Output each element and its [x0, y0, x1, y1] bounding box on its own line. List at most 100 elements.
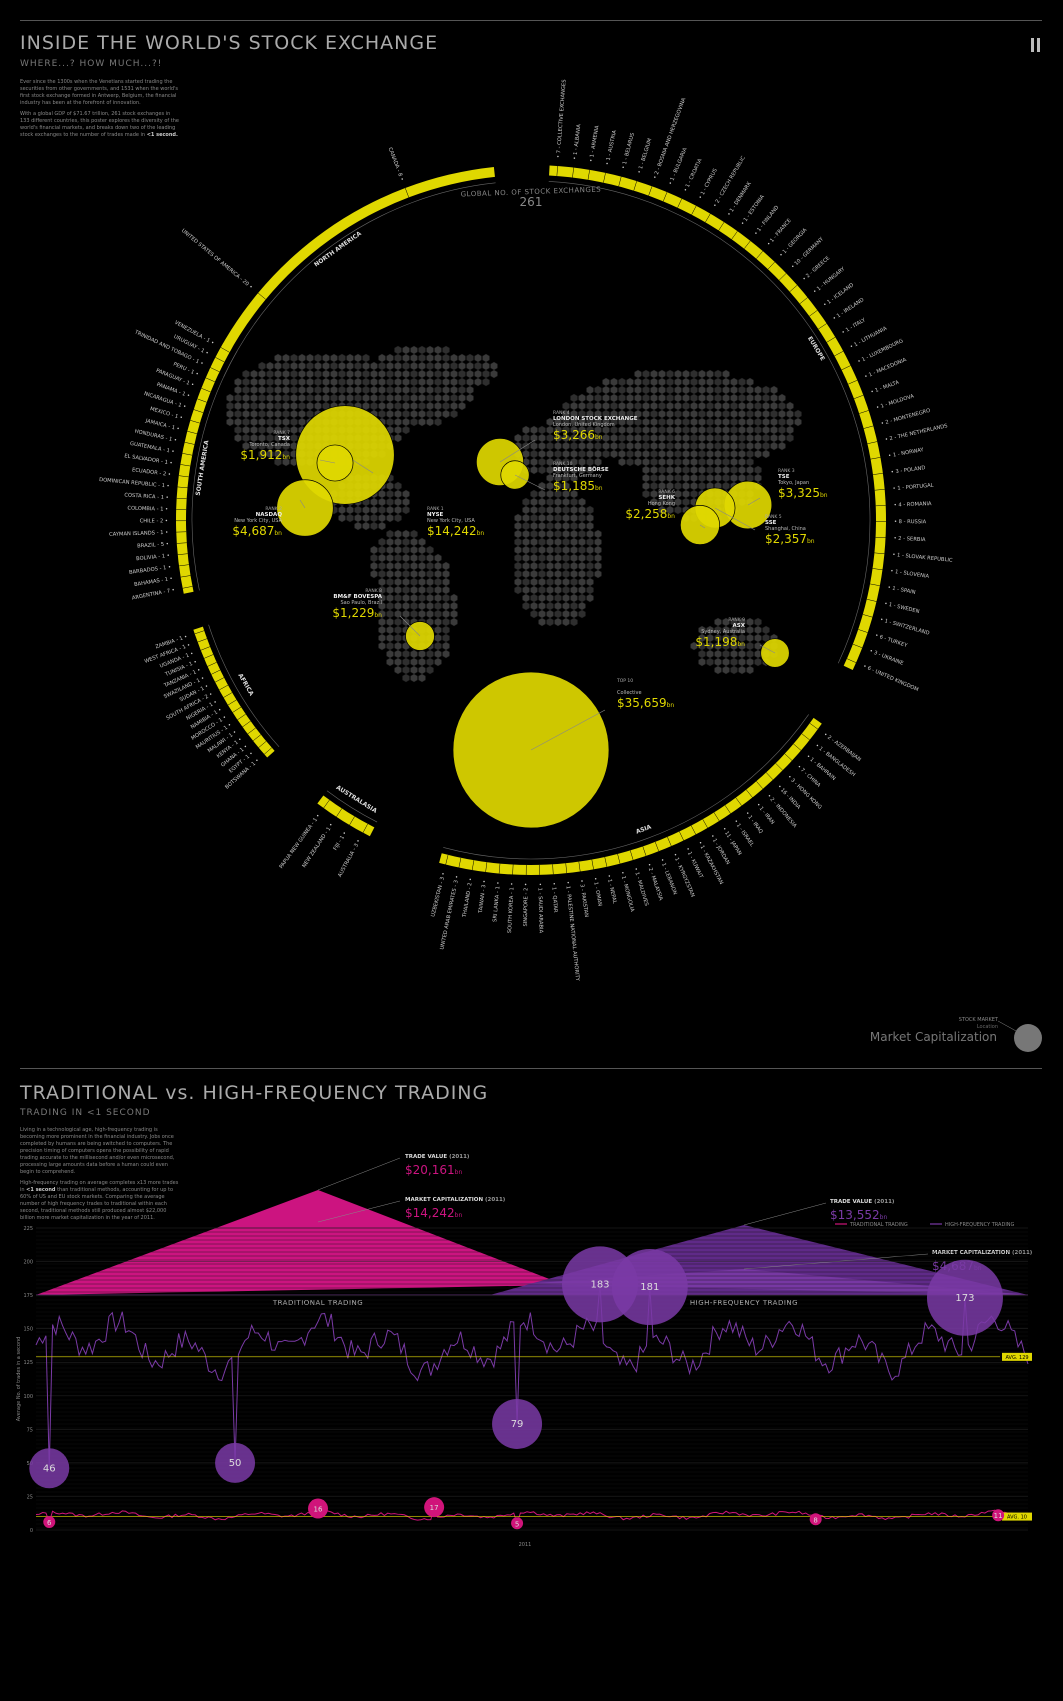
- map-hex: [674, 457, 682, 467]
- map-hex: [546, 593, 554, 603]
- map-hex: [682, 369, 690, 379]
- country-label: CAYMAN ISLANDS - 1 •: [109, 530, 168, 538]
- map-hex: [578, 553, 586, 563]
- map-hex: [434, 377, 442, 387]
- map-hex: [554, 585, 562, 595]
- map-hex: [418, 665, 426, 675]
- map-hex: [386, 489, 394, 499]
- map-hex: [586, 561, 594, 571]
- map-hex: [410, 529, 418, 539]
- map-hex: [554, 601, 562, 611]
- map-hex: [434, 617, 442, 627]
- map-hex: [394, 481, 402, 491]
- map-hex: [394, 617, 402, 627]
- map-hex: [746, 401, 754, 411]
- exchange-code: LONDON STOCK EXCHANGE: [553, 416, 638, 422]
- map-hex: [530, 457, 538, 467]
- map-hex: [234, 433, 242, 443]
- country-label: • 1 - BULGARIA: [668, 147, 689, 186]
- map-hex: [466, 377, 474, 387]
- annotation-bubble[interactable]: [308, 1498, 329, 1519]
- exchange-rank: RANK 2: [265, 506, 282, 512]
- country-label: SRI LANKA - 1 •: [492, 881, 502, 922]
- map-hex: [714, 385, 722, 395]
- annotation-bubble[interactable]: [809, 1513, 822, 1526]
- map-hex: [450, 401, 458, 411]
- map-hex: [698, 417, 706, 427]
- map-hex: [722, 433, 730, 443]
- annotation-bubble[interactable]: [992, 1509, 1005, 1522]
- map-hex: [746, 665, 754, 675]
- annotation-bubble[interactable]: [43, 1515, 56, 1528]
- map-hex: [386, 417, 394, 427]
- map-hex: [274, 401, 282, 411]
- annotation-bubble[interactable]: [424, 1497, 445, 1518]
- map-hex: [730, 665, 738, 675]
- annotation-bubble[interactable]: [492, 1398, 543, 1449]
- map-hex: [418, 537, 426, 547]
- map-hex: [722, 481, 730, 491]
- map-hex: [378, 409, 386, 419]
- map-hex: [434, 569, 442, 579]
- map-hex: [514, 569, 522, 579]
- map-hex: [378, 361, 386, 371]
- map-hex: [370, 545, 378, 555]
- map-hex: [418, 545, 426, 555]
- annotation-bubble[interactable]: [29, 1448, 70, 1489]
- annotation-bubble[interactable]: [611, 1249, 688, 1326]
- map-hex: [570, 545, 578, 555]
- map-hex: [378, 625, 386, 635]
- map-hex: [738, 449, 746, 459]
- map-hex: [426, 545, 434, 555]
- map-hex: [698, 441, 706, 451]
- map-hex: [362, 393, 370, 403]
- map-hex: [714, 417, 722, 427]
- map-hex: [426, 593, 434, 603]
- pause-icon[interactable]: [1031, 38, 1041, 52]
- map-hex: [426, 561, 434, 571]
- annotation-bubble[interactable]: [215, 1442, 256, 1483]
- map-hex: [658, 505, 666, 515]
- annotation-bubble[interactable]: [926, 1259, 1003, 1336]
- map-hex: [626, 425, 634, 435]
- map-hex: [410, 385, 418, 395]
- map-hex: [410, 417, 418, 427]
- map-hex: [442, 385, 450, 395]
- map-hex: [634, 369, 642, 379]
- annotation-value: 46: [43, 1463, 56, 1474]
- trad-cap-value: $14,242bn: [405, 1206, 462, 1220]
- annotation-bubble[interactable]: [511, 1517, 524, 1530]
- map-hex: [402, 537, 410, 547]
- map-hex: [746, 449, 754, 459]
- map-hex: [586, 449, 594, 459]
- country-label: DOMINICAN REPUBLIC - 1 •: [99, 477, 170, 490]
- map-hex: [410, 657, 418, 667]
- map-hex: [762, 385, 770, 395]
- map-hex: [674, 369, 682, 379]
- map-hex: [362, 513, 370, 523]
- map-hex: [330, 353, 338, 363]
- map-hex: [730, 425, 738, 435]
- map-hex: [338, 385, 346, 395]
- map-hex: [386, 513, 394, 523]
- map-hex: [666, 457, 674, 467]
- map-hex: [378, 489, 386, 499]
- map-hex: [490, 361, 498, 371]
- map-hex: [738, 417, 746, 427]
- map-hex: [546, 505, 554, 515]
- region-arc: [317, 795, 375, 837]
- map-hex: [690, 641, 698, 651]
- map-hex: [658, 441, 666, 451]
- legend-caption: STOCK MARKET: [959, 1017, 999, 1023]
- map-hex: [690, 369, 698, 379]
- map-hex: [586, 441, 594, 451]
- map-hex: [754, 449, 762, 459]
- map-hex: [394, 425, 402, 435]
- map-hex: [578, 585, 586, 595]
- map-hex: [730, 417, 738, 427]
- map-hex: [570, 513, 578, 523]
- map-hex: [738, 473, 746, 483]
- map-hex: [322, 393, 330, 403]
- map-hex: [698, 377, 706, 387]
- map-hex: [418, 409, 426, 419]
